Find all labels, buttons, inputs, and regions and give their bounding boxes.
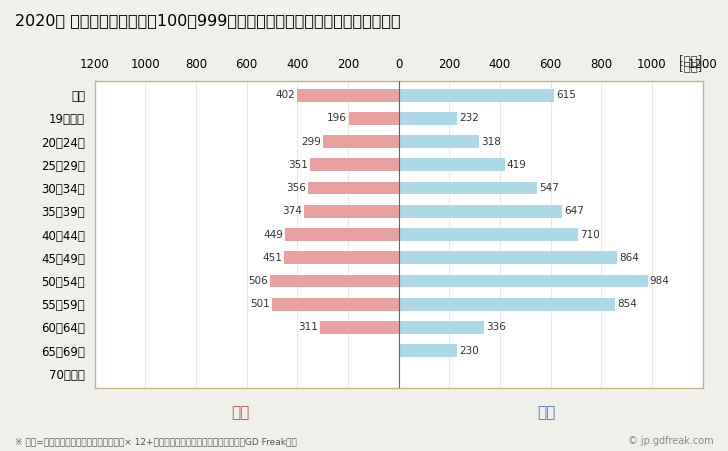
- Text: 女性: 女性: [231, 405, 250, 420]
- Text: 230: 230: [459, 345, 478, 356]
- Text: 854: 854: [617, 299, 637, 309]
- Bar: [399, 251, 617, 264]
- Bar: [285, 251, 399, 264]
- Text: [万円]: [万円]: [679, 61, 703, 74]
- Text: 336: 336: [486, 322, 505, 332]
- Text: 647: 647: [564, 206, 585, 216]
- Bar: [399, 182, 537, 194]
- Bar: [270, 275, 399, 287]
- Text: 299: 299: [301, 137, 321, 147]
- Text: 984: 984: [650, 276, 670, 286]
- Text: 2020年 民間企業（従業者数100～999人）フルタイム労働者の男女別平均年収: 2020年 民間企業（従業者数100～999人）フルタイム労働者の男女別平均年収: [15, 14, 400, 28]
- Text: © jp.gdfreak.com: © jp.gdfreak.com: [628, 437, 713, 446]
- Bar: [399, 298, 615, 311]
- Bar: [399, 89, 554, 101]
- Text: 402: 402: [275, 90, 295, 100]
- Text: 615: 615: [556, 90, 577, 100]
- Text: 506: 506: [249, 276, 269, 286]
- Bar: [399, 228, 579, 241]
- Bar: [309, 158, 399, 171]
- Bar: [399, 205, 563, 218]
- Text: 449: 449: [263, 230, 283, 239]
- Bar: [399, 344, 457, 357]
- Text: ※ 年収=「きまって支給する現金給与額」× 12+「年間賞与その他特別給与額」としてGD Freak推計: ※ 年収=「きまって支給する現金給与額」× 12+「年間賞与その他特別給与額」と…: [15, 437, 296, 446]
- Bar: [272, 298, 399, 311]
- Text: 451: 451: [263, 253, 282, 263]
- Text: 501: 501: [250, 299, 269, 309]
- Bar: [399, 135, 479, 148]
- Text: [万円]: [万円]: [679, 55, 703, 68]
- Text: 351: 351: [288, 160, 308, 170]
- Text: 男性: 男性: [537, 405, 555, 420]
- Bar: [297, 89, 399, 101]
- Bar: [285, 228, 399, 241]
- Bar: [399, 321, 483, 334]
- Text: 710: 710: [580, 230, 600, 239]
- Text: 311: 311: [298, 322, 318, 332]
- Text: 318: 318: [481, 137, 501, 147]
- Bar: [304, 205, 399, 218]
- Bar: [309, 182, 399, 194]
- Text: 232: 232: [459, 113, 479, 124]
- Bar: [399, 112, 457, 125]
- Text: 374: 374: [282, 206, 302, 216]
- Bar: [399, 158, 505, 171]
- Bar: [349, 112, 399, 125]
- Text: 419: 419: [507, 160, 526, 170]
- Text: 196: 196: [327, 113, 347, 124]
- Bar: [323, 135, 399, 148]
- Text: 547: 547: [539, 183, 559, 193]
- Bar: [320, 321, 399, 334]
- Bar: [399, 275, 648, 287]
- Text: 356: 356: [287, 183, 306, 193]
- Text: 864: 864: [620, 253, 639, 263]
